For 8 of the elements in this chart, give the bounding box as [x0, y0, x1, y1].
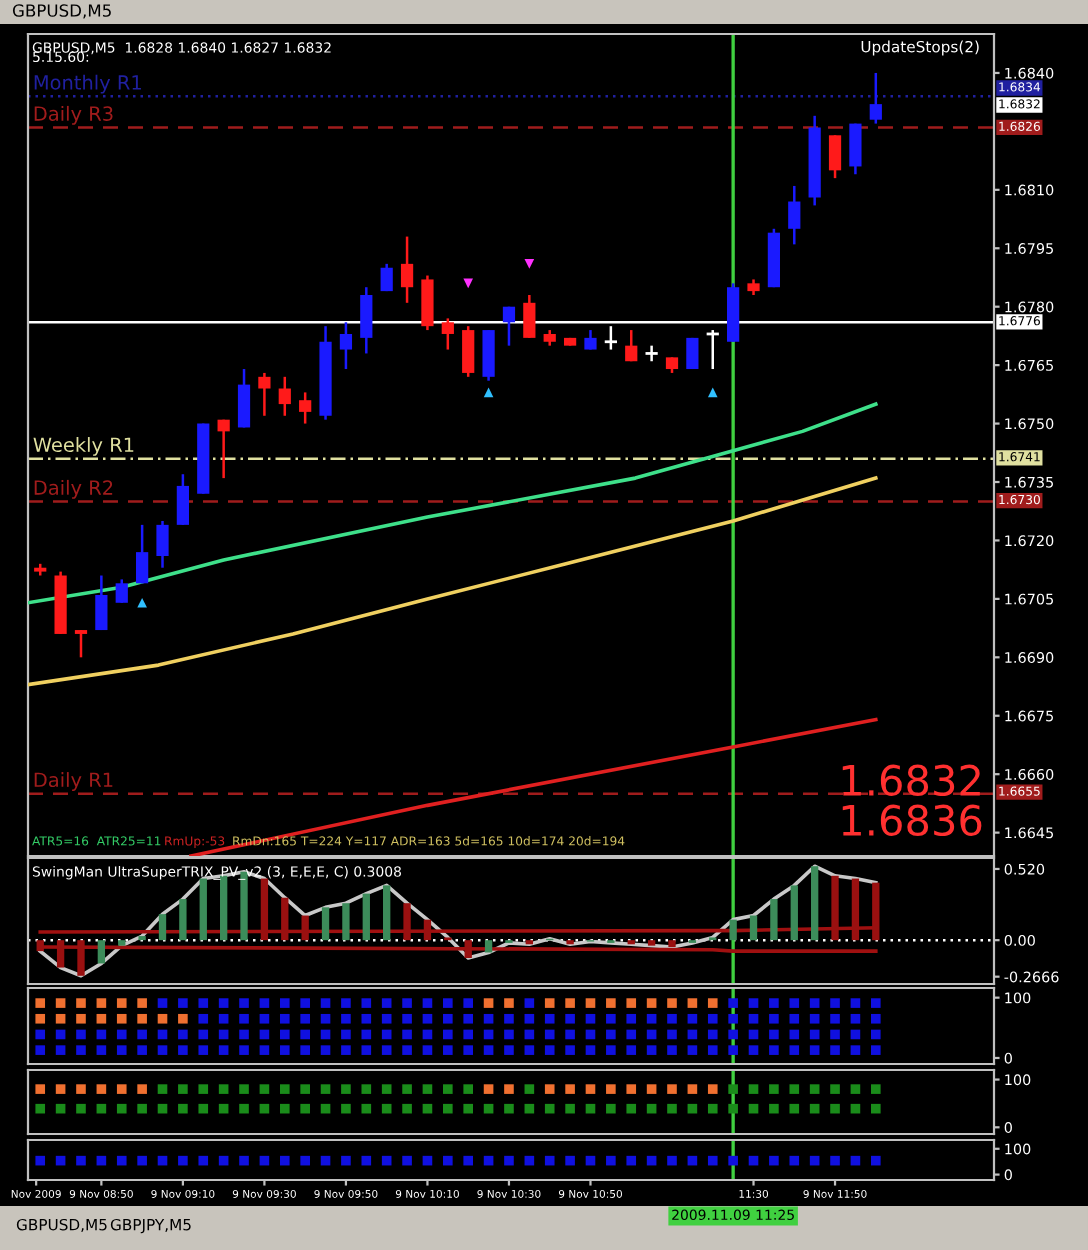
ref-line-label: Monthly R1 — [34, 74, 141, 94]
ref-line-label: Daily R1 — [34, 772, 113, 791]
annotation: 1.6832 — [842, 764, 980, 797]
ref-line-label: Weekly R1 — [33, 437, 134, 456]
ref-line-label: Daily R2 — [34, 479, 113, 499]
ref-line-label: Daily R3 — [34, 105, 113, 125]
annotation: 1.6836 — [842, 804, 982, 837]
text: GBPUSD,M5 — [12, 4, 111, 19]
